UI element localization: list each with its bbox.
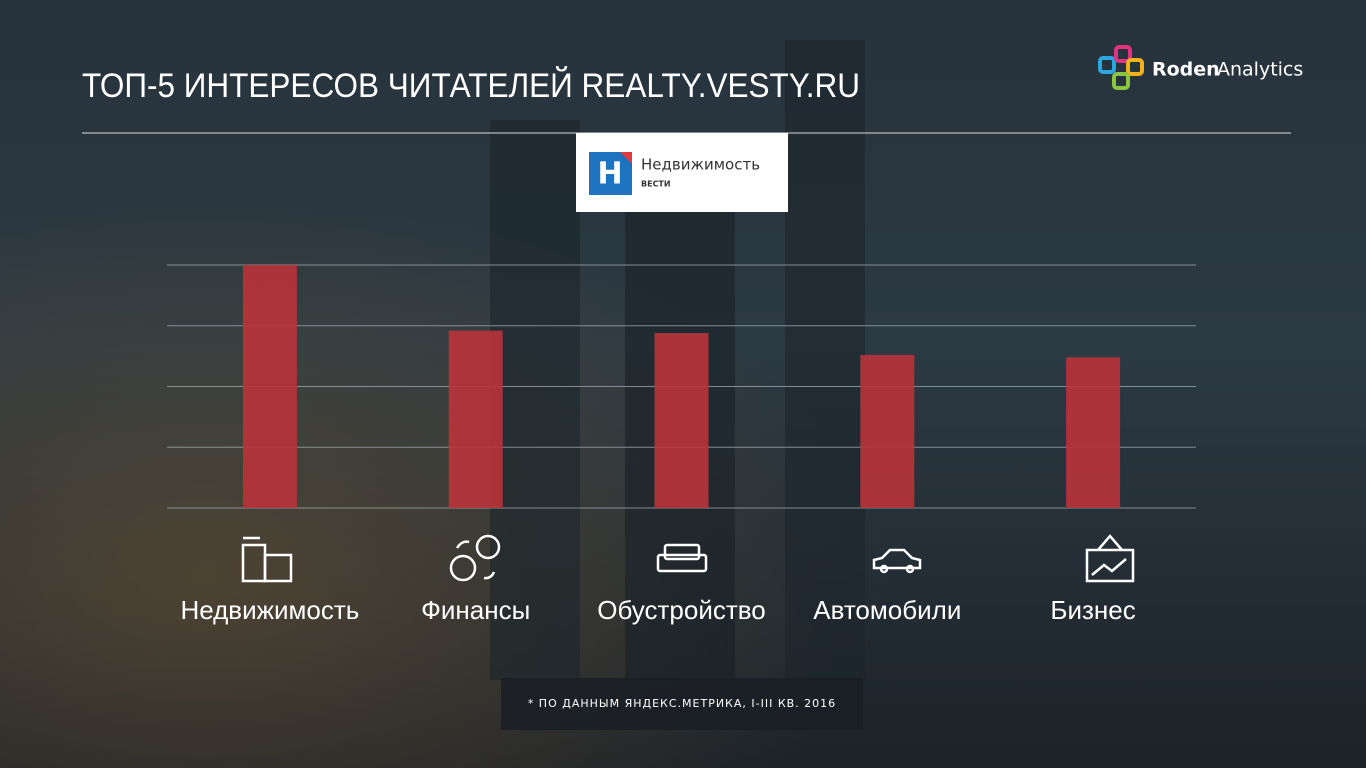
source-logo-corner xyxy=(620,152,632,164)
source-logo-icon xyxy=(589,152,632,195)
icon-car xyxy=(872,548,922,574)
slide-title: ТОП-5 ИНТЕРЕСОВ ЧИТАТЕЛЕЙ REALTY.VESTY.R… xyxy=(82,67,860,105)
source-logo-sub: ВЕСТИ xyxy=(641,180,671,189)
category-label: Финансы xyxy=(421,595,530,625)
building xyxy=(785,40,865,680)
brand-name: Roden xyxy=(1152,59,1220,81)
category-label: Обустройство xyxy=(597,595,766,625)
bar xyxy=(242,265,297,508)
building xyxy=(490,120,580,680)
category-label: Автомобили xyxy=(813,595,961,625)
category-label: Бизнес xyxy=(1050,595,1135,625)
chart: Недвижимость Финансы Обустройство Автомобил… xyxy=(167,264,1196,625)
brand-logo xyxy=(1098,45,1144,90)
icon-finance xyxy=(449,534,501,582)
bar xyxy=(1066,357,1121,508)
bar xyxy=(860,354,915,508)
category-icons xyxy=(241,534,1135,583)
brand-name: Analytics xyxy=(1217,59,1303,81)
bar xyxy=(448,330,503,508)
icon-business xyxy=(1085,534,1135,583)
bar xyxy=(654,333,709,508)
footnote-box xyxy=(501,678,863,730)
source-logo-name: Недвижимость xyxy=(641,156,760,174)
category-label: Недвижимость xyxy=(180,595,359,625)
icon-building xyxy=(241,536,293,583)
footnote: * ПО ДАННЫМ ЯНДЕКС.МЕТРИКА, I-III КВ. 20… xyxy=(528,697,836,710)
source-logo-letter: Н xyxy=(597,157,622,192)
icon-sofa xyxy=(656,543,708,573)
